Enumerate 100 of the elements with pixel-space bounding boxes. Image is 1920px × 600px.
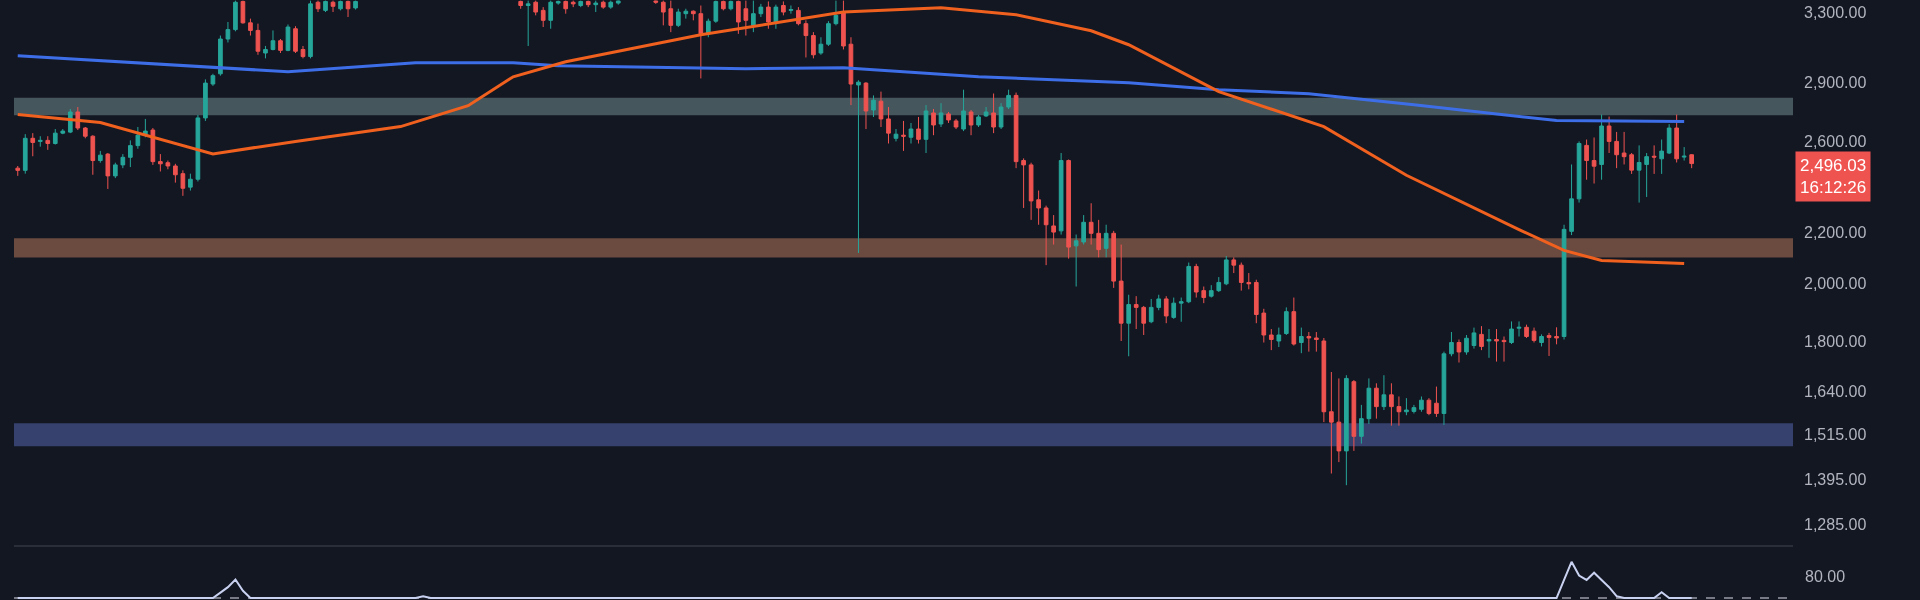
y-tick-label: 1,285.00: [1804, 515, 1867, 533]
candlestick: [1584, 139, 1589, 181]
candlestick: [1659, 139, 1664, 175]
candlestick: [908, 122, 914, 145]
candlestick: [278, 38, 283, 54]
candlestick: [833, 0, 839, 26]
candlestick: [698, 5, 704, 79]
y-tick-label: 1,395.00: [1804, 470, 1867, 488]
candlestick: [1569, 163, 1574, 236]
candlestick: [263, 45, 268, 59]
candlestick: [976, 114, 981, 128]
candlestick: [233, 0, 238, 32]
candlestick: [1591, 136, 1597, 185]
candlestick: [668, 0, 674, 33]
candlestick: [931, 108, 936, 136]
candlestick: [195, 114, 201, 182]
candlestick: [1681, 146, 1687, 162]
candlestick: [173, 163, 178, 184]
candlestick: [1629, 152, 1634, 175]
candlestick: [1096, 219, 1101, 258]
candlestick: [758, 3, 764, 18]
candlestick: [1344, 374, 1349, 486]
candlestick: [1223, 255, 1229, 286]
candlestick: [345, 0, 351, 18]
line-series: [16, 6, 1686, 266]
candlestick: [1359, 404, 1364, 445]
candlestick: [736, 0, 741, 35]
candlestick: [330, 0, 336, 13]
candlestick: [841, 0, 846, 50]
candlestick: [1141, 305, 1147, 336]
candlestick: [1479, 325, 1484, 351]
candlestick: [563, 0, 569, 15]
candlestick: [1486, 328, 1492, 359]
candlestick: [1546, 332, 1552, 357]
candlestick: [1456, 338, 1462, 364]
candlestick: [1381, 374, 1387, 411]
y-tick-label: 1,515.00: [1804, 426, 1867, 444]
candlestick: [30, 132, 36, 157]
candlestick: [1231, 256, 1237, 274]
candlestick: [270, 29, 276, 51]
candlestick: [1066, 158, 1071, 260]
candlestick: [848, 36, 854, 106]
candlestick: [1524, 324, 1529, 339]
y-tick-label: 2,900.00: [1804, 73, 1867, 91]
candlestick: [180, 169, 186, 197]
candlestick: [113, 162, 118, 179]
candlestick: [1306, 331, 1312, 353]
candlestick: [578, 0, 584, 8]
candlestick: [1253, 279, 1259, 324]
candlestick: [683, 8, 689, 20]
candlestick: [751, 0, 756, 33]
candlestick: [1156, 294, 1162, 311]
candlestick: [1013, 92, 1019, 169]
candlestick: [1419, 396, 1424, 413]
candlestick: [1058, 152, 1064, 236]
candlestick: [1554, 326, 1559, 345]
candlestick: [1366, 377, 1372, 425]
candlestick: [1636, 144, 1642, 204]
candlestick: [660, 0, 666, 26]
y-tick-label: 2,600.00: [1804, 133, 1867, 151]
candlestick: [518, 0, 524, 10]
candlestick: [1216, 276, 1222, 293]
candlestick: [1621, 131, 1627, 165]
candlestick: [615, 0, 621, 6]
candlestick: [901, 120, 906, 152]
candlestick: [52, 128, 58, 146]
candlestick: [773, 4, 779, 30]
candlestick: [766, 0, 771, 30]
candlestick: [1021, 157, 1026, 209]
candlestick: [1208, 284, 1214, 299]
candlestick: [255, 23, 261, 56]
candlestick: [1299, 327, 1304, 354]
candlestick: [886, 106, 891, 145]
candlestick: [1351, 379, 1357, 452]
candlestick: [150, 127, 156, 166]
candlestick: [600, 0, 606, 10]
candlestick: [1148, 298, 1154, 324]
candlestick: [1171, 297, 1177, 320]
candlestick: [653, 0, 659, 5]
candlestick: [585, 0, 591, 8]
line-series: [16, 54, 1686, 124]
candlestick: [540, 6, 546, 28]
candlestick: [1509, 320, 1514, 345]
candlestick: [315, 0, 321, 13]
candlestick: [1268, 328, 1274, 351]
text: 2,496.03 16:12:26: [1800, 156, 1867, 198]
candlestick: [300, 45, 306, 59]
candlestick: [675, 8, 681, 28]
candlestick: [203, 78, 208, 122]
candlestick: [1434, 386, 1439, 418]
candlestick: [1336, 377, 1342, 463]
candlestick: [1689, 153, 1694, 169]
candlestick: [293, 25, 298, 54]
candlestick: [37, 135, 43, 148]
candlestick: [1531, 327, 1537, 343]
candlestick: [916, 116, 921, 145]
candlestick: [1103, 224, 1109, 258]
candlestick: [1651, 144, 1657, 175]
candlestick: [82, 126, 88, 139]
candlestick: [120, 153, 126, 169]
